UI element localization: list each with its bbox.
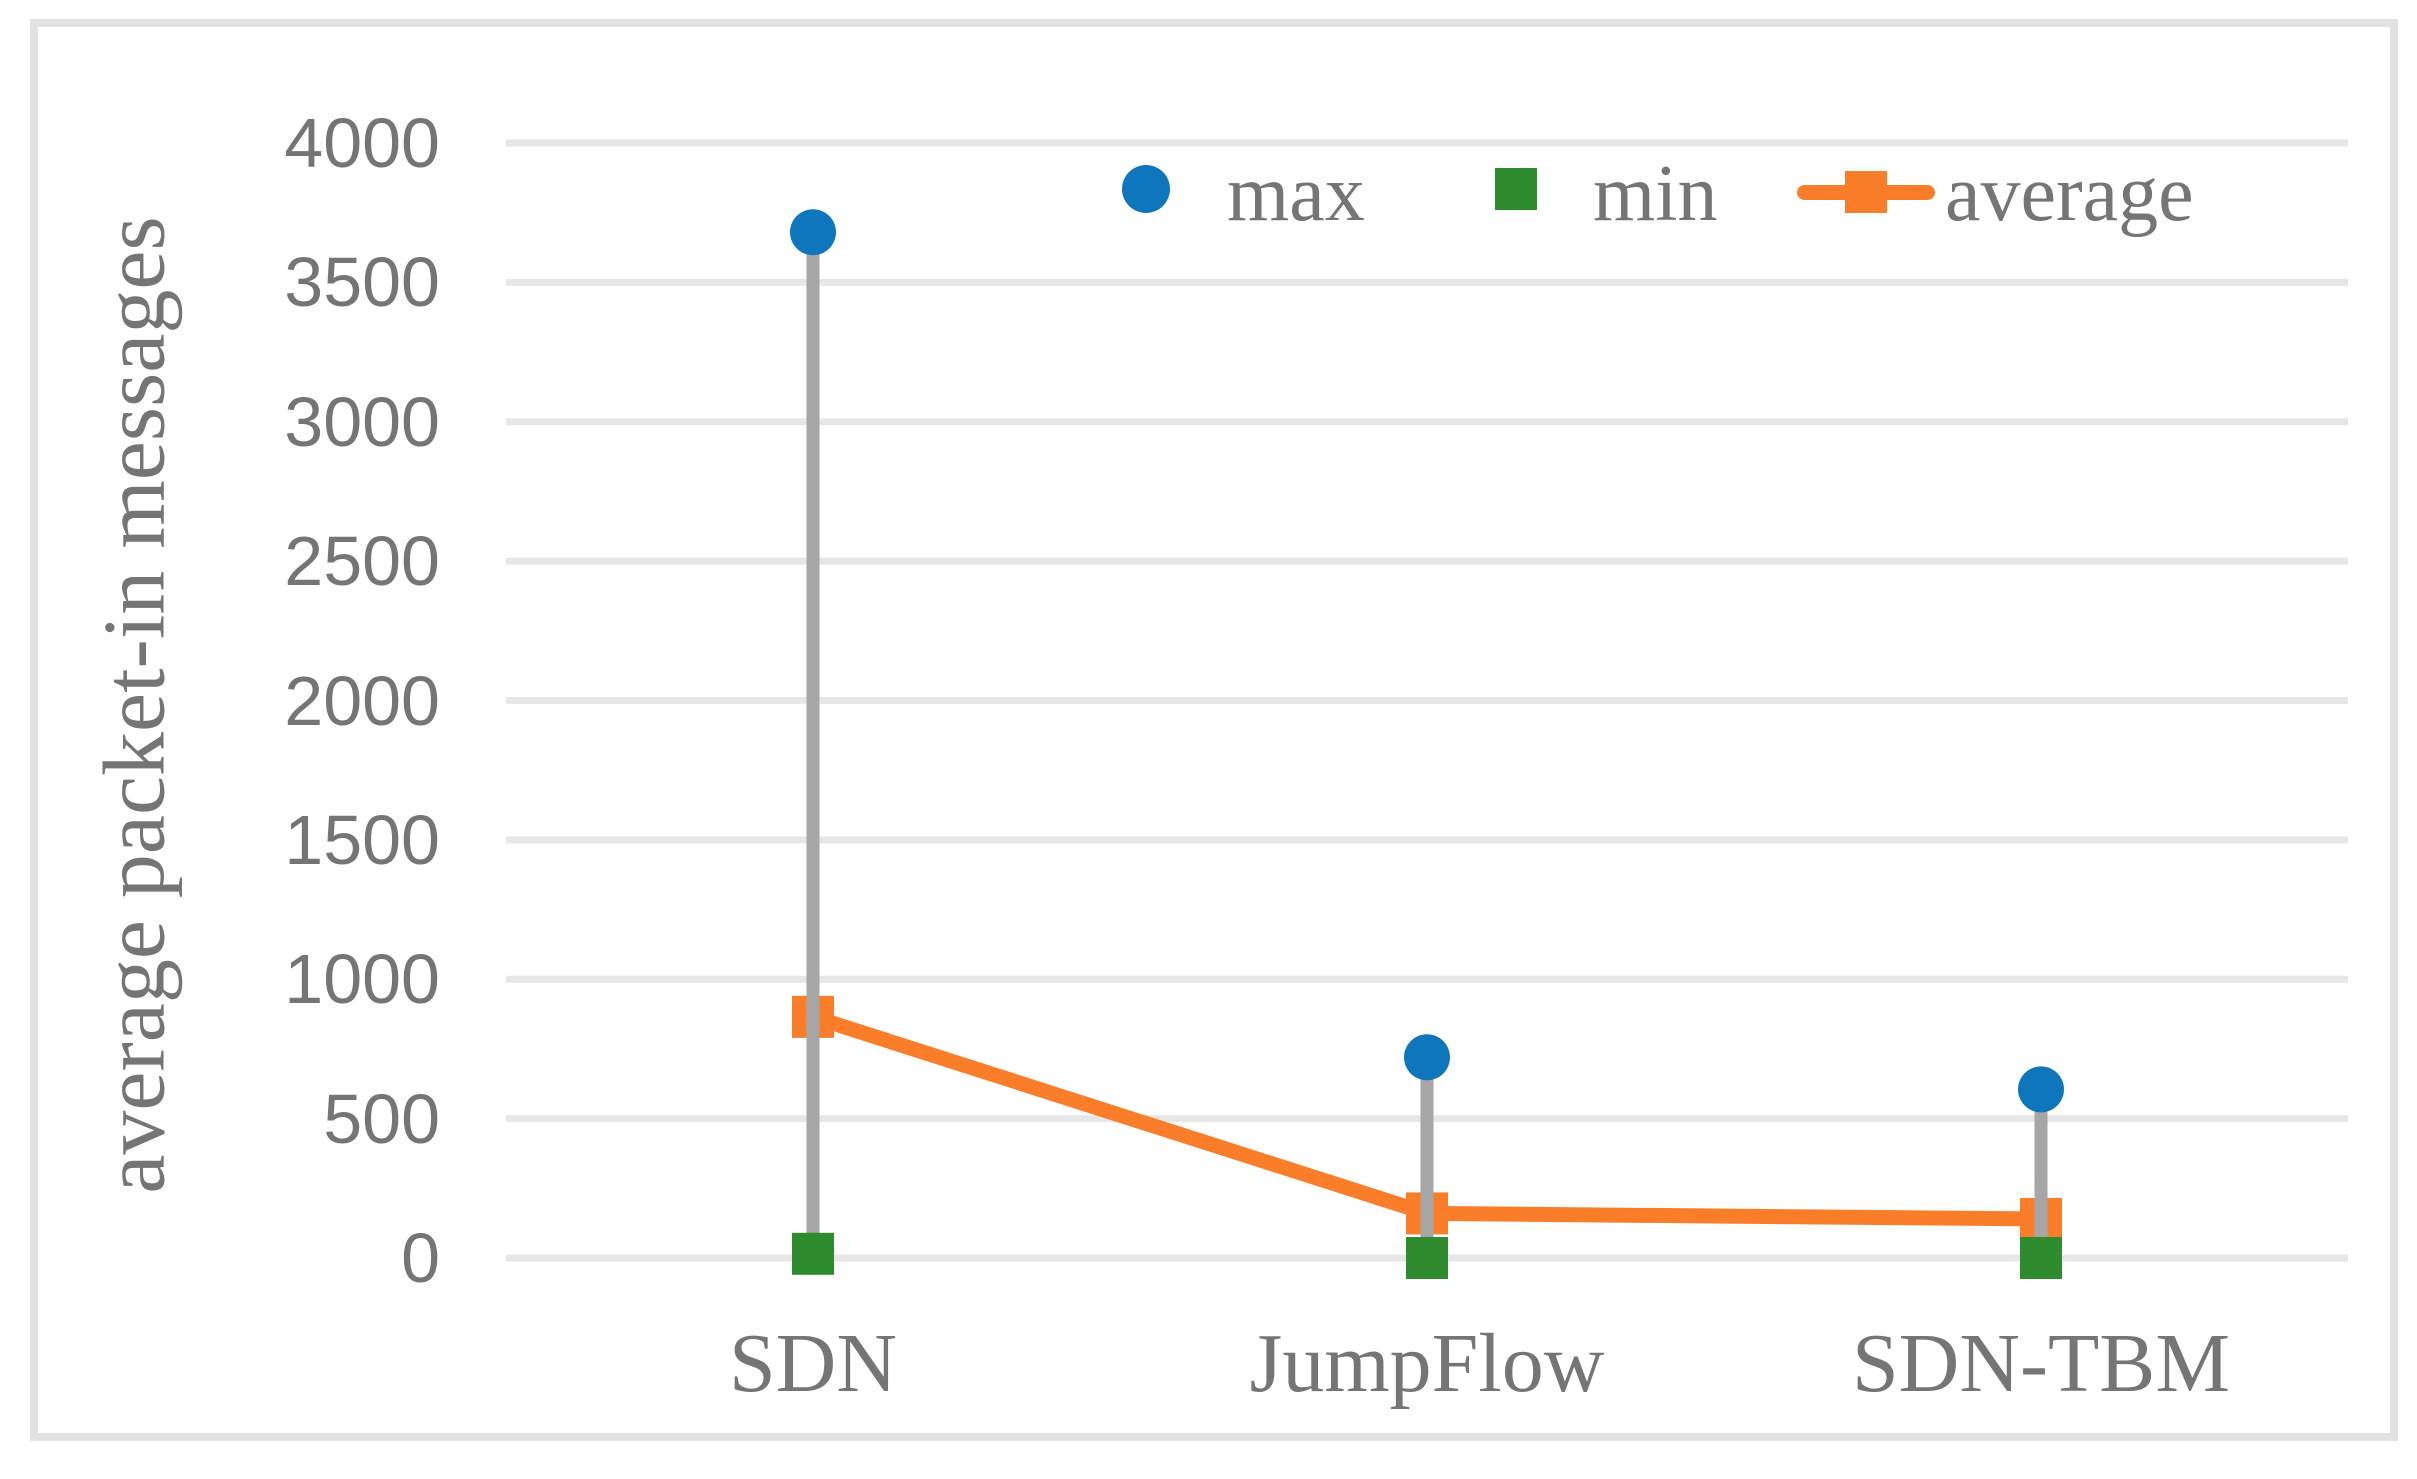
y-tick-label-2000: 2000 xyxy=(284,661,440,740)
max-marker-SDN-TBM xyxy=(2018,1066,2064,1113)
average-legend-marker-line-icon xyxy=(1797,171,1935,213)
y-tick-label-3500: 3500 xyxy=(284,243,440,322)
y-tick-label-500: 500 xyxy=(323,1079,440,1158)
legend-label-min: min xyxy=(1593,150,1718,238)
x-category-label-SDN: SDN xyxy=(728,1317,898,1410)
max-legend-marker-circle-icon xyxy=(1122,165,1170,213)
average-legend-marker-square-icon xyxy=(1845,171,1887,213)
figure-border xyxy=(30,19,2398,1441)
y-tick-label-0: 0 xyxy=(401,1219,440,1297)
min-marker-SDN xyxy=(792,1232,834,1275)
y-tick-label-4000: 4000 xyxy=(284,104,440,182)
y-tick-label-3000: 3000 xyxy=(284,382,440,461)
min-marker-JumpFlow xyxy=(1406,1237,1448,1279)
x-category-label-SDN-TBM: SDN-TBM xyxy=(1851,1317,2231,1410)
x-category-label-JumpFlow: JumpFlow xyxy=(1249,1317,1605,1410)
max-marker-SDN xyxy=(790,209,836,256)
y-tick-label-2500: 2500 xyxy=(284,522,440,601)
max-marker-JumpFlow xyxy=(1404,1034,1450,1081)
legend-label-max: max xyxy=(1227,150,1365,238)
min-marker-SDN-TBM xyxy=(2020,1237,2062,1279)
y-tick-label-1500: 1500 xyxy=(284,800,440,879)
min-legend-marker-square-icon xyxy=(1495,168,1537,210)
y-tick-label-1000: 1000 xyxy=(284,940,440,1019)
legend-label-average: average xyxy=(1945,150,2194,238)
